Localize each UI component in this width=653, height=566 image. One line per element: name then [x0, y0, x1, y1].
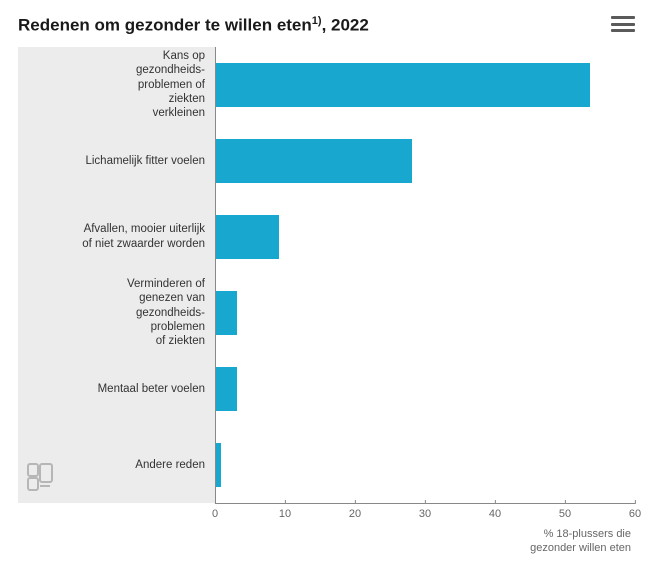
title-year: , 2022 — [322, 16, 369, 35]
bar-slot — [216, 123, 635, 199]
bar-slot — [216, 275, 635, 351]
bar — [216, 291, 237, 335]
bars-container — [216, 47, 635, 503]
category-label: Lichamelijk fitter voelen — [18, 123, 215, 199]
bar — [216, 63, 590, 107]
title-main: Redenen om gezonder te willen eten — [18, 16, 312, 35]
bar — [216, 443, 221, 487]
x-tick: 60 — [629, 504, 641, 520]
y-axis-labels: Kans op gezondheids- problemen of ziekte… — [18, 47, 215, 503]
x-tick: 0 — [212, 504, 218, 520]
x-tick: 20 — [349, 504, 361, 520]
chart-header: Redenen om gezonder te willen eten1), 20… — [18, 14, 635, 37]
hamburger-icon[interactable] — [611, 14, 635, 32]
x-tick: 50 — [559, 504, 571, 520]
x-axis-ticks: 0 10 20 30 40 50 60 — [215, 503, 635, 523]
chart-title: Redenen om gezonder te willen eten1), 20… — [18, 14, 369, 37]
cbs-logo-icon — [26, 462, 54, 497]
plot-area — [215, 47, 635, 503]
bar — [216, 367, 237, 411]
bar-slot — [216, 47, 635, 123]
category-label: Afvallen, mooier uiterlijk of niet zwaar… — [18, 199, 215, 275]
bar-slot — [216, 351, 635, 427]
category-label: Mentaal beter voelen — [18, 351, 215, 427]
bar-slot — [216, 427, 635, 503]
category-label: Kans op gezondheids- problemen of ziekte… — [18, 47, 215, 123]
x-axis-title: % 18-plussers die gezonder willen eten — [215, 523, 635, 556]
chart-area: Kans op gezondheids- problemen of ziekte… — [18, 47, 635, 503]
x-axis: 0 10 20 30 40 50 60 — [18, 503, 635, 523]
x-tick: 10 — [279, 504, 291, 520]
x-tick: 30 — [419, 504, 431, 520]
x-axis-title-row: % 18-plussers die gezonder willen eten — [18, 523, 635, 556]
bar — [216, 215, 279, 259]
title-footnote-marker: 1) — [312, 15, 322, 27]
category-label: Verminderen of genezen van gezondheids- … — [18, 275, 215, 351]
y-axis-panel: Kans op gezondheids- problemen of ziekte… — [18, 47, 215, 503]
bar — [216, 139, 412, 183]
bar-slot — [216, 199, 635, 275]
x-tick: 40 — [489, 504, 501, 520]
